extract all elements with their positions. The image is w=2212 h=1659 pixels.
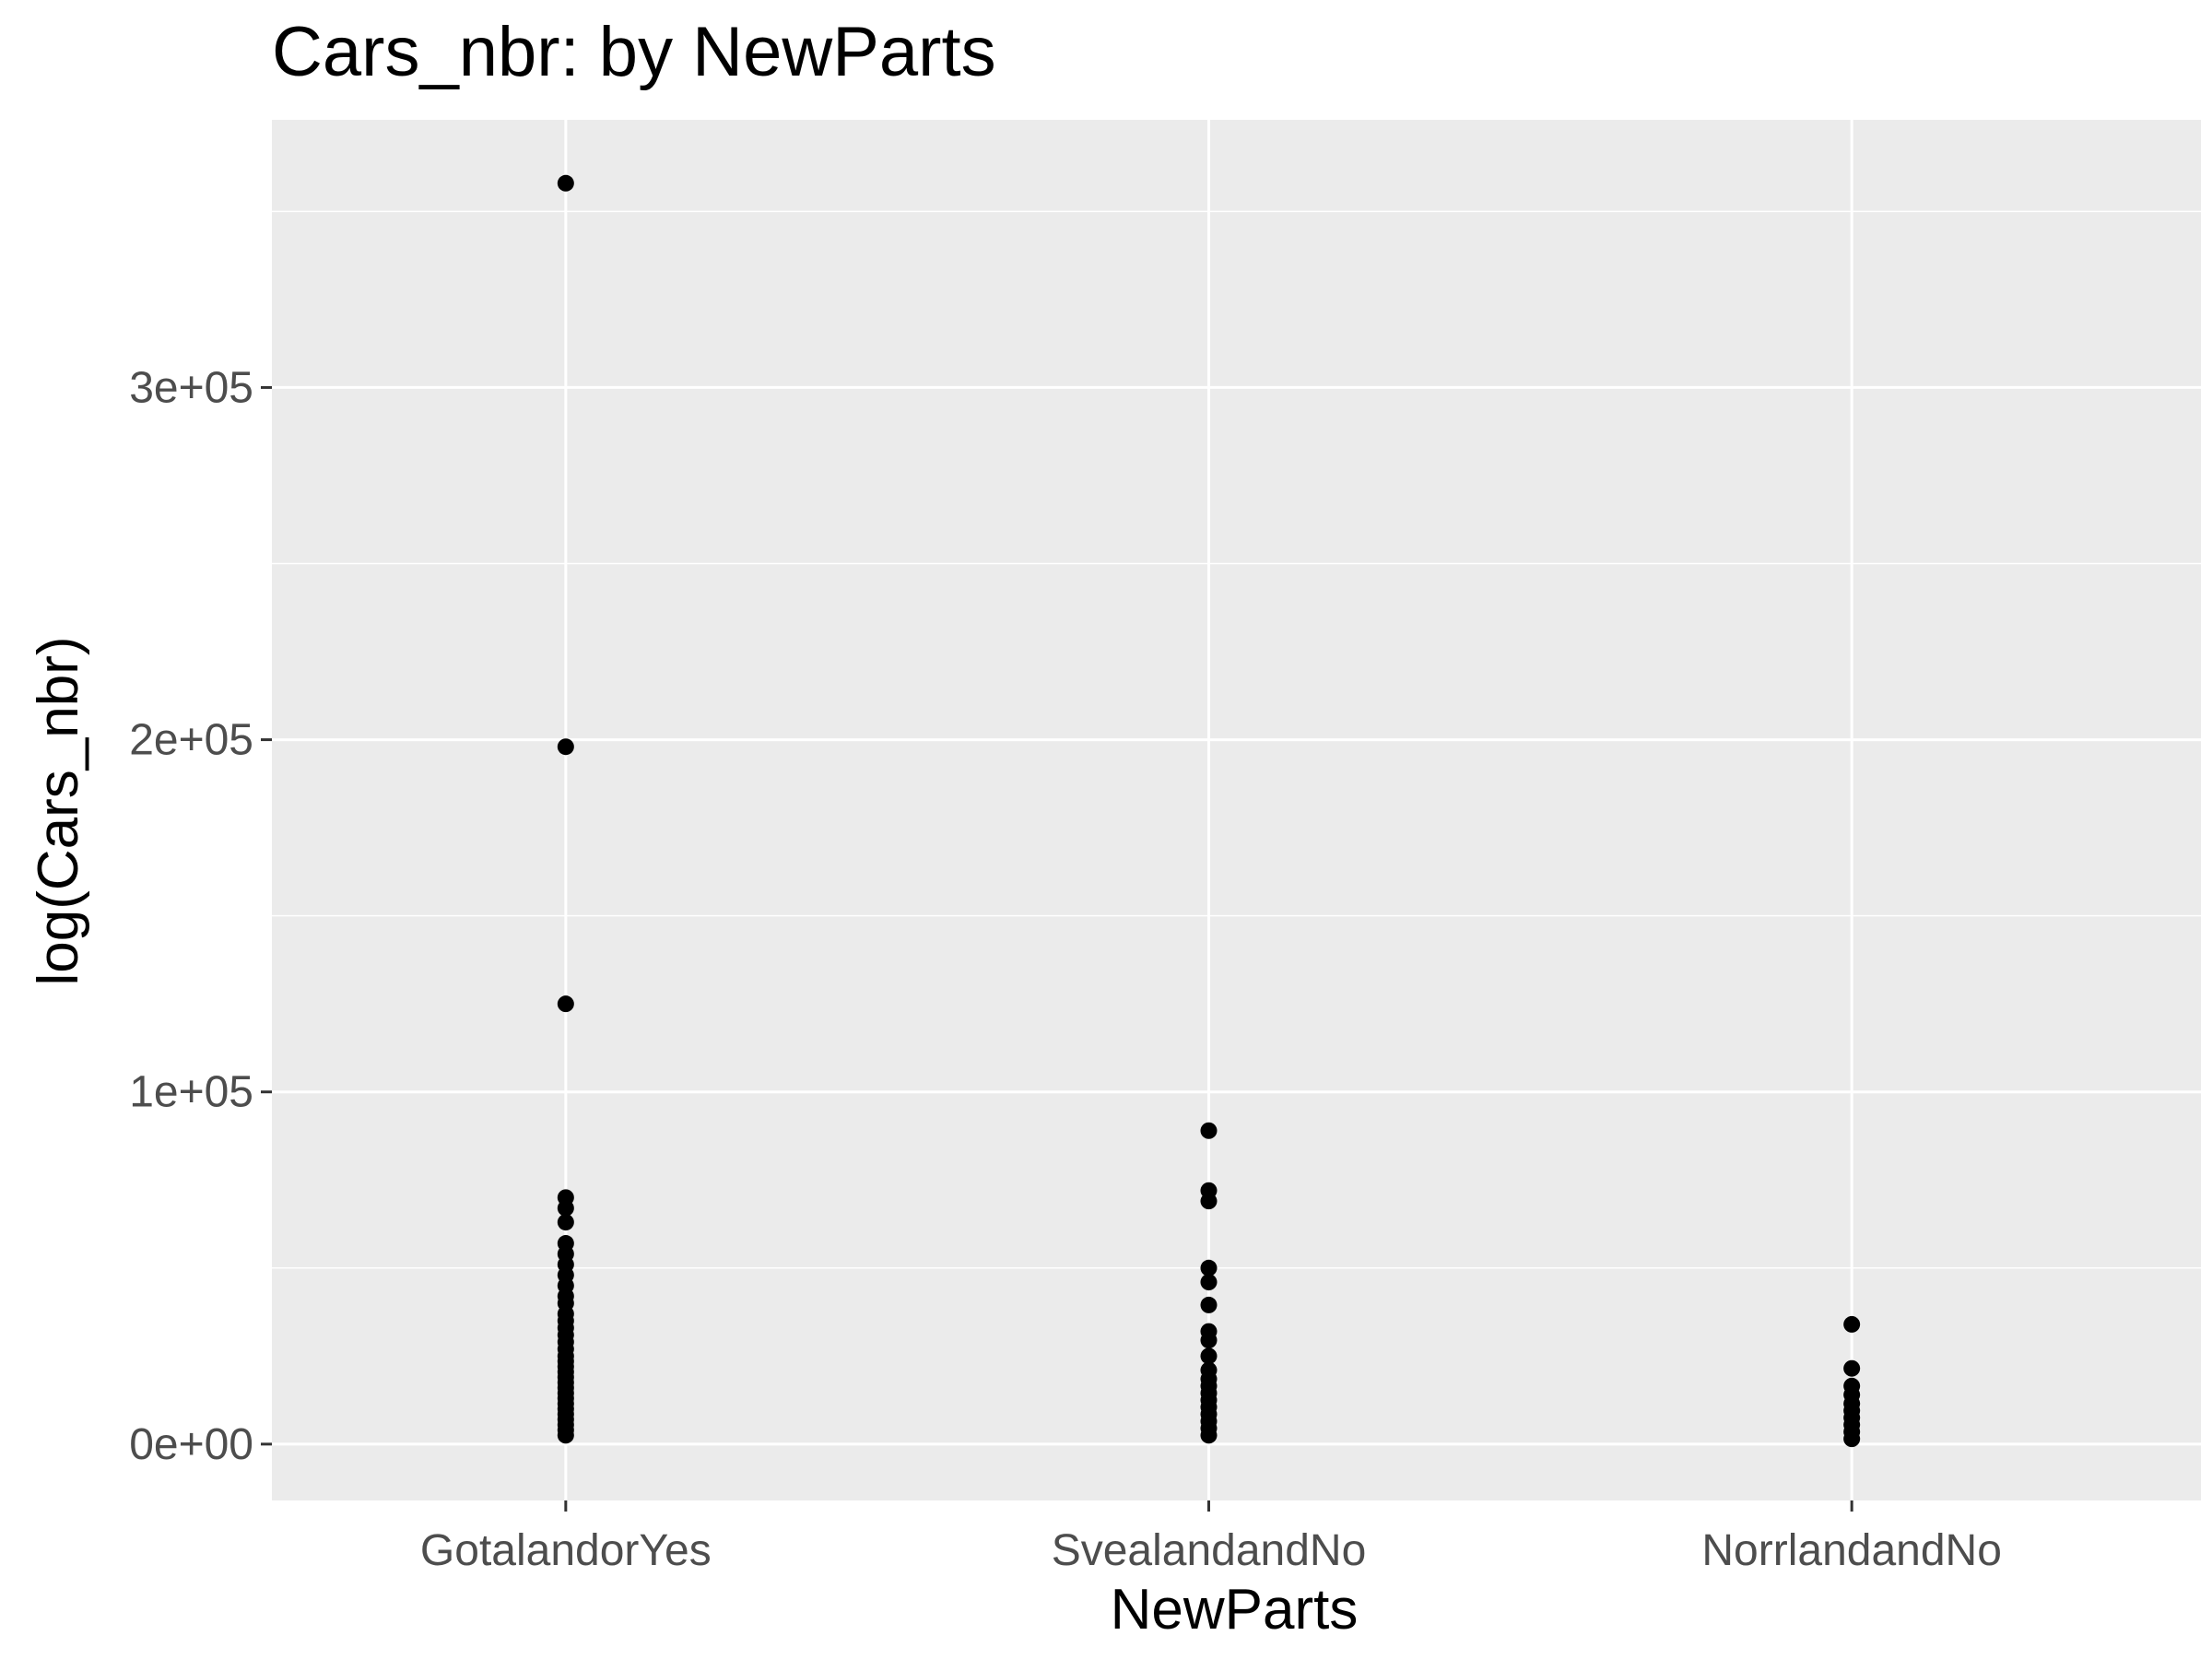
- data-point: [1843, 1315, 1861, 1333]
- data-point: [1200, 1274, 1218, 1291]
- data-point: [1200, 1427, 1218, 1444]
- y-tick-label: 0e+00: [129, 1420, 253, 1469]
- data-point: [557, 1214, 574, 1231]
- data-point: [1200, 1259, 1218, 1277]
- data-point: [1200, 1122, 1218, 1139]
- data-point: [1843, 1359, 1861, 1377]
- x-tick-label: SvealandandNo: [1052, 1526, 1367, 1575]
- y-tick-label: 2e+05: [129, 716, 253, 765]
- y-axis-title: log(Cars_nbr): [27, 636, 90, 985]
- data-point: [557, 738, 574, 756]
- chart-title: Cars_nbr: by NewParts: [272, 13, 996, 91]
- data-point: [557, 1199, 574, 1217]
- y-axis: 0e+00 1e+05 2e+05 3e+05: [129, 363, 272, 1469]
- x-axis: GotalandorYes SvealandandNo NorrlandandNo: [420, 1500, 2002, 1575]
- data-points: [557, 174, 1861, 1448]
- data-point: [1200, 1296, 1218, 1313]
- y-tick-label: 1e+05: [129, 1068, 253, 1117]
- x-tick-label: NorrlandandNo: [1701, 1526, 2002, 1575]
- data-point: [1843, 1430, 1861, 1448]
- data-point: [557, 174, 574, 192]
- data-point: [1200, 1347, 1218, 1365]
- y-tick-label: 3e+05: [129, 363, 253, 412]
- data-point: [557, 1427, 574, 1444]
- data-point: [557, 995, 574, 1013]
- x-axis-title: NewParts: [1111, 1578, 1359, 1641]
- x-tick-label: GotalandorYes: [420, 1526, 712, 1575]
- plot-panel: [272, 120, 2201, 1500]
- minor-gridlines: [272, 210, 2201, 1269]
- data-point: [1200, 1332, 1218, 1349]
- data-point: [1200, 1193, 1218, 1210]
